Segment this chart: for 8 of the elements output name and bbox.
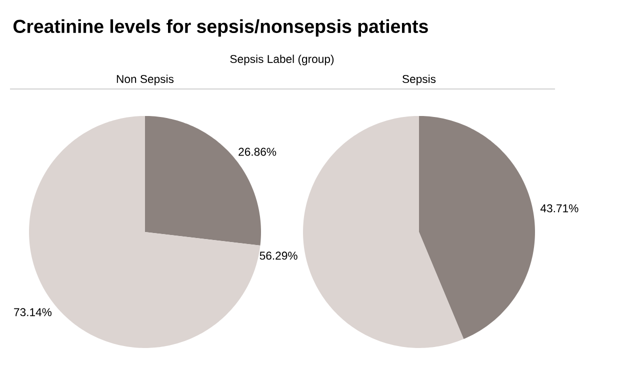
data-label: 56.29% — [260, 252, 298, 260]
data-label: 26.86% — [238, 148, 276, 156]
data-label: 43.71% — [540, 204, 578, 212]
data-label: 73.14% — [14, 308, 52, 316]
text: Sepsis Label (group) — [230, 54, 334, 66]
chart-title: Non Sepsis — [116, 74, 174, 86]
text: Creatinine levels for sepsis/nonsepsis patients — [13, 19, 428, 37]
chart-title: Sepsis — [402, 74, 436, 86]
